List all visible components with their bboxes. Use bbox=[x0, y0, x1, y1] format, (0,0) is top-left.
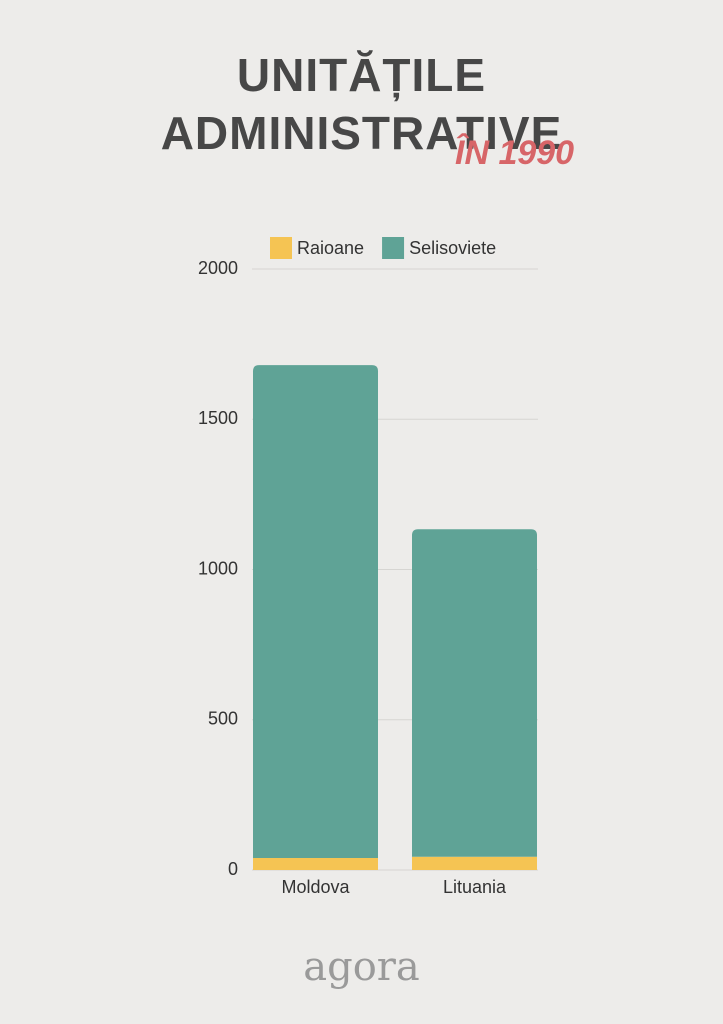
chart-title: UNITĂȚILE ADMINISTRATIVE bbox=[0, 46, 723, 162]
y-tick-label: 0 bbox=[228, 859, 238, 879]
x-tick-label: Moldova bbox=[281, 877, 350, 897]
chart-subtitle: ÎN 1990 bbox=[455, 134, 575, 172]
y-tick-label: 2000 bbox=[198, 258, 238, 278]
x-tick-label: Lituania bbox=[443, 877, 507, 897]
y-tick-label: 500 bbox=[208, 709, 238, 729]
legend-label: Selisoviete bbox=[409, 238, 496, 258]
bar-segment bbox=[253, 857, 378, 870]
legend-swatch bbox=[382, 237, 405, 259]
bar-segment bbox=[253, 365, 378, 858]
legend-label: Raioane bbox=[297, 238, 364, 258]
bar-segment bbox=[412, 529, 537, 857]
legend-swatch bbox=[270, 237, 292, 259]
y-tick-label: 1500 bbox=[198, 408, 238, 428]
brand-logo: agora bbox=[303, 944, 420, 990]
bar-segment bbox=[412, 856, 537, 870]
y-tick-label: 1000 bbox=[198, 558, 238, 578]
title-text: UNITĂȚILE ADMINISTRATIVE bbox=[160, 49, 563, 159]
